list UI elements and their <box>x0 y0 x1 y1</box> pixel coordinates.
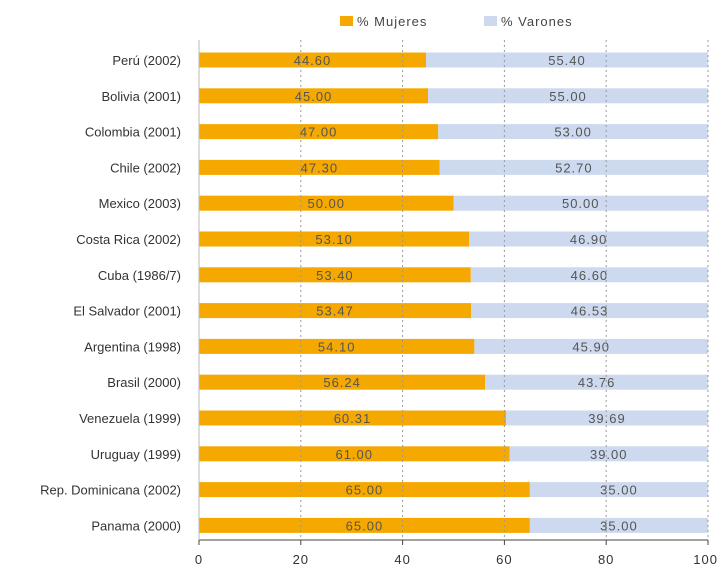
x-tick-label: 60 <box>496 552 512 567</box>
legend-label-mujeres: % Mujeres <box>357 14 427 29</box>
data-label-mujeres: 47.00 <box>300 125 338 140</box>
bar-mujeres <box>199 482 530 498</box>
x-tick-label: 80 <box>598 552 614 567</box>
category-label: Costa Rica (2002) <box>76 232 181 247</box>
data-label-mujeres: 56.24 <box>323 375 361 390</box>
bar-mujeres <box>199 195 454 211</box>
data-label-varones: 53.00 <box>554 125 592 140</box>
data-label-varones: 55.00 <box>549 89 587 104</box>
bar-varones <box>505 410 708 426</box>
bars: 44.60 55.40 45.00 55.00 47.00 53.00 47.30 52.70… <box>199 52 708 533</box>
bar-varones <box>470 267 708 283</box>
bar-varones <box>529 482 708 498</box>
bar-mujeres <box>199 446 510 462</box>
category-label: Chile (2002) <box>110 160 181 175</box>
data-label-mujeres: 45.00 <box>295 89 333 104</box>
bar-varones <box>428 88 708 104</box>
data-label-mujeres: 47.30 <box>301 160 339 175</box>
data-label-varones: 35.00 <box>600 483 638 498</box>
data-label-mujeres: 50.00 <box>307 196 345 211</box>
bar-mujeres <box>199 338 475 354</box>
data-label-mujeres: 53.47 <box>316 304 354 319</box>
data-label-varones: 46.90 <box>570 232 608 247</box>
data-label-varones: 46.53 <box>571 304 609 319</box>
category-label: Colombia (2001) <box>85 125 181 140</box>
data-label-mujeres: 54.10 <box>318 339 356 354</box>
legend: % Mujeres % Varones <box>340 14 573 29</box>
category-label: Venezuela (1999) <box>79 411 181 426</box>
category-label: Cuba (1986/7) <box>98 268 181 283</box>
bar-mujeres <box>199 517 530 533</box>
data-label-varones: 46.60 <box>571 268 609 283</box>
bar-mujeres <box>199 303 472 319</box>
category-label: Brasil (2000) <box>107 375 181 390</box>
category-label: Uruguay (1999) <box>91 447 181 462</box>
x-tick-label: 20 <box>293 552 309 567</box>
data-label-mujeres: 65.00 <box>346 483 384 498</box>
category-label: Mexico (2003) <box>99 196 181 211</box>
bar-varones <box>426 52 708 68</box>
bar-varones <box>474 338 708 354</box>
data-label-mujeres: 53.10 <box>315 232 353 247</box>
category-labels: Perú (2002) Bolivia (2001) Colombia (2001)… <box>40 53 181 533</box>
legend-swatch-varones <box>484 16 497 26</box>
x-tick-label: 100 <box>693 552 718 567</box>
data-label-varones: 52.70 <box>555 160 593 175</box>
data-label-varones: 39.69 <box>588 411 626 426</box>
bar-mujeres <box>199 52 427 68</box>
bar-varones <box>471 303 708 319</box>
data-label-mujeres: 61.00 <box>335 447 373 462</box>
bar-varones <box>453 195 708 211</box>
bar-varones <box>485 374 708 390</box>
data-label-varones: 50.00 <box>562 196 600 211</box>
category-label: Panama (2000) <box>91 518 181 533</box>
bar-varones <box>438 124 708 140</box>
category-label: Rep. Dominicana (2002) <box>40 483 181 498</box>
data-label-varones: 45.90 <box>572 339 610 354</box>
bar-varones <box>439 159 708 175</box>
bar-mujeres <box>199 159 440 175</box>
category-label: Perú (2002) <box>112 53 181 68</box>
category-label: Bolivia (2001) <box>102 89 182 104</box>
bar-varones <box>529 517 708 533</box>
bar-varones <box>509 446 708 462</box>
grid-lines <box>198 40 709 540</box>
category-label: Argentina (1998) <box>84 339 181 354</box>
bar-mujeres <box>199 374 486 390</box>
legend-swatch-mujeres <box>340 16 353 26</box>
bar-mujeres <box>199 231 470 247</box>
legend-label-varones: % Varones <box>501 14 573 29</box>
category-label: El Salvador (2001) <box>73 304 181 319</box>
data-label-varones: 55.40 <box>548 53 586 68</box>
x-tick-label: 0 <box>195 552 203 567</box>
data-label-mujeres: 53.40 <box>316 268 354 283</box>
bar-varones <box>469 231 708 247</box>
data-label-varones: 43.76 <box>578 375 616 390</box>
x-tick-label: 40 <box>394 552 410 567</box>
data-label-mujeres: 60.31 <box>334 411 372 426</box>
data-label-varones: 39.00 <box>590 447 628 462</box>
x-axis: 0 20 40 60 80 100 <box>195 539 718 567</box>
bar-mujeres <box>199 124 439 140</box>
data-label-varones: 35.00 <box>600 518 638 533</box>
bar-mujeres <box>199 88 429 104</box>
bar-mujeres <box>199 410 506 426</box>
data-label-mujeres: 44.60 <box>294 53 332 68</box>
data-label-mujeres: 65.00 <box>346 518 384 533</box>
